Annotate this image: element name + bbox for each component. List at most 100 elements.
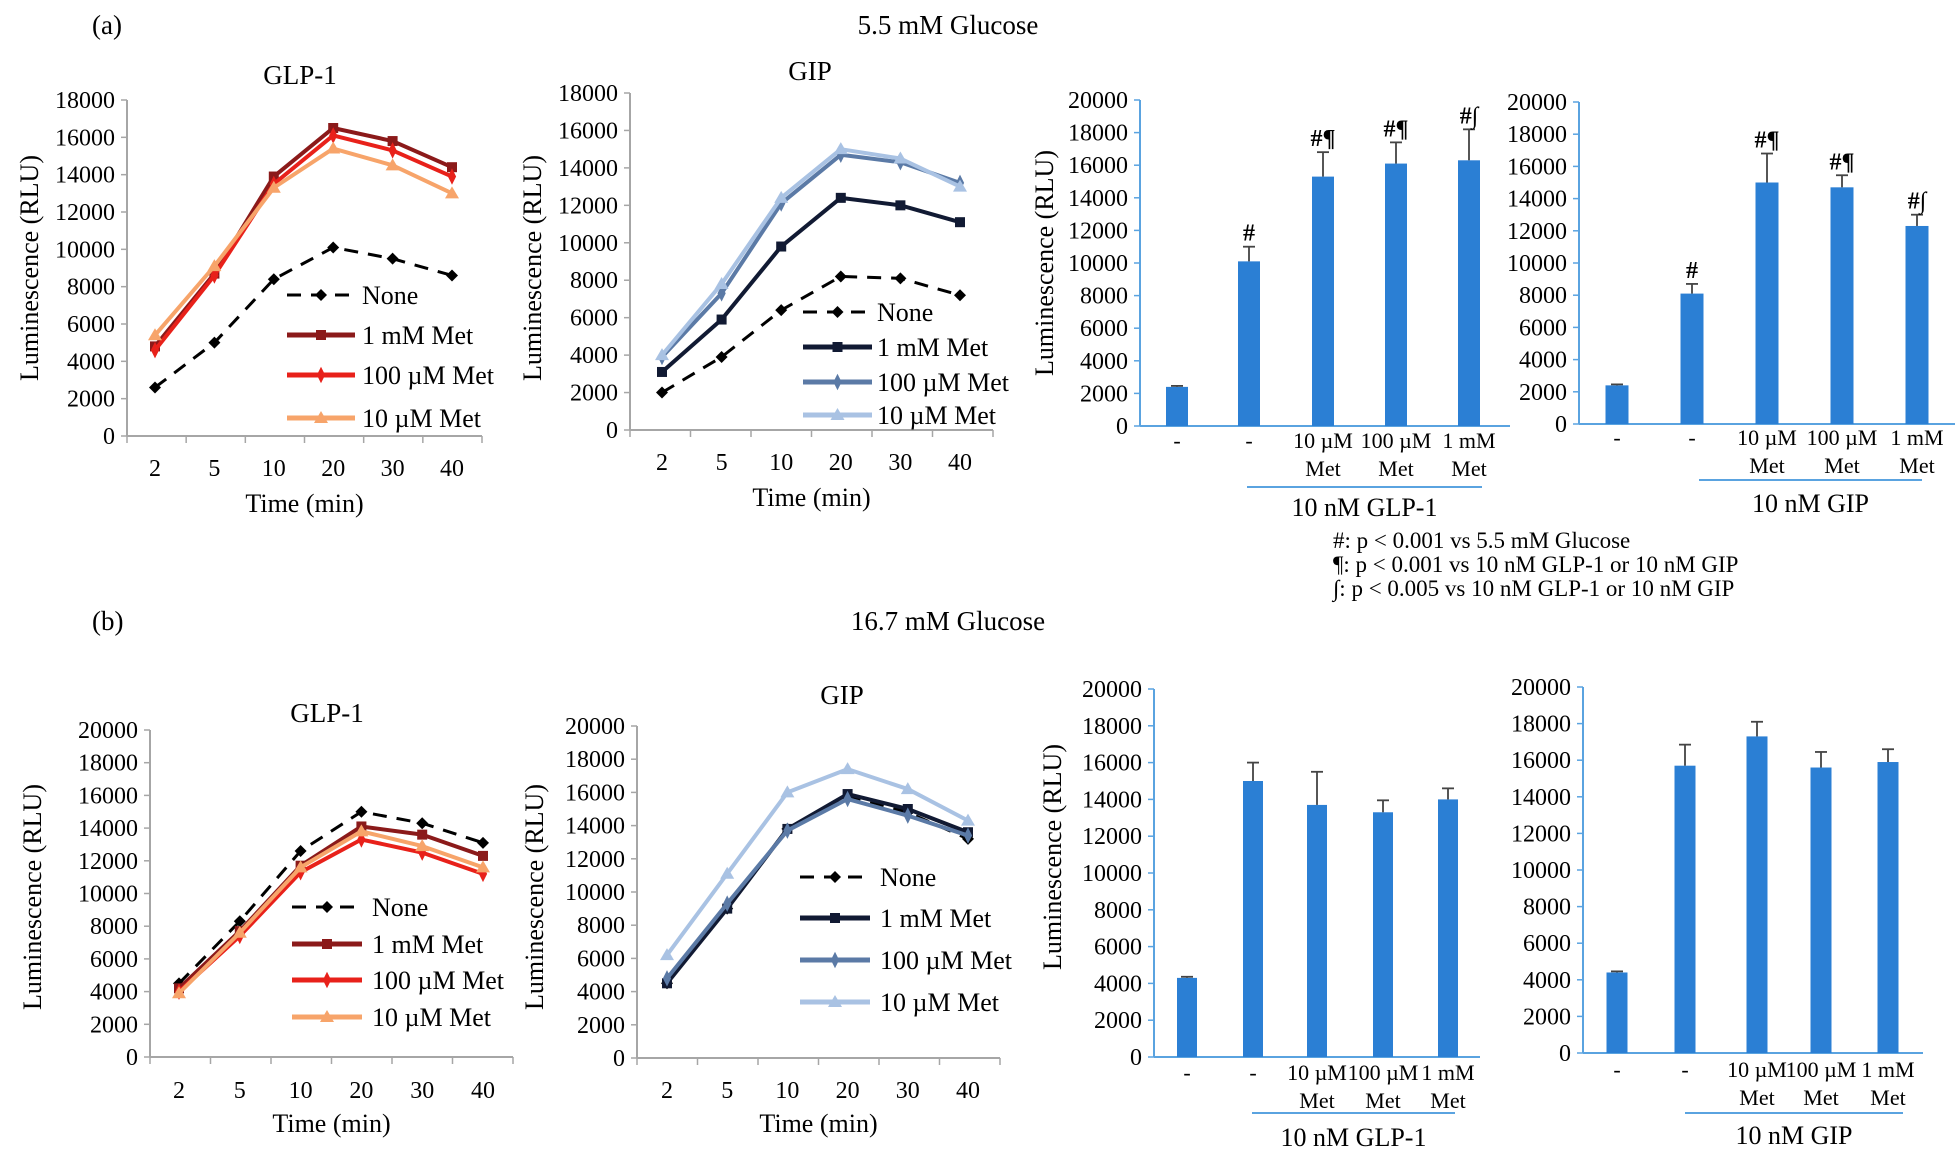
legend-label: 10 µM Met [877,401,997,430]
y-tick-label: 4000 [1523,968,1571,994]
x-category-label: Met [1824,453,1859,478]
legend-label: 10 µM Met [880,988,1000,1017]
y-tick-label: 16000 [78,783,138,809]
y-tick-label: 16000 [558,118,618,144]
data-point [149,381,161,394]
data-point [386,252,399,265]
y-axis-label: Luminescence (RLU) [1030,150,1059,376]
x-category-label: 10 µM [1287,1060,1347,1085]
y-tick-label: 2000 [1094,1008,1142,1034]
y-tick-label: 14000 [1507,187,1567,213]
y-tick-label: 2000 [90,1012,138,1038]
y-tick-label: 12000 [558,193,618,219]
y-tick-label: 0 [1130,1045,1142,1071]
data-point [388,142,397,159]
x-category-label: Met [1739,1085,1774,1110]
y-tick-label: 4000 [570,343,618,369]
data-point [233,915,246,928]
significance-marker: #¶ [1830,149,1855,175]
data-point [961,813,975,826]
y-tick-label: 8000 [1519,283,1567,309]
bar [1307,804,1327,1057]
y-axis-label: Luminescence (RLU) [520,784,549,1010]
data-point [715,350,728,363]
series-line-1 [660,195,961,374]
y-tick-label: 4000 [67,349,115,375]
legend-marker [316,330,326,340]
series-line-0 [661,274,961,394]
legend-marker [321,901,333,913]
panel-b-title: 16.7 mM Glucose [851,606,1045,636]
data-point [476,860,490,873]
y-tick-label: 6000 [570,306,618,332]
y-tick-label: 14000 [78,816,138,842]
group-label: 10 nM GIP [1752,489,1869,518]
series-line-0 [154,245,453,389]
x-axis-label: Time (min) [759,1109,877,1138]
bar [1312,176,1334,426]
data-point [329,127,338,144]
data-point [900,782,915,795]
x-tick-label: 5 [716,450,728,476]
y-tick-label: 12000 [1068,218,1128,244]
y-tick-label: 6000 [67,312,115,338]
y-tick-label: 8000 [577,913,625,939]
bar [1373,812,1393,1057]
y-tick-label: 4000 [1094,971,1142,997]
data-point [326,141,341,154]
y-tick-label: 2000 [1080,381,1128,407]
y-tick-label: 10000 [565,880,625,906]
x-tick-label: 5 [721,1078,733,1104]
x-category-label: - [1249,1060,1256,1085]
x-category-label: Met [1365,1088,1400,1113]
data-point [776,241,787,252]
y-tick-label: 0 [1559,1041,1571,1067]
data-point [477,836,489,849]
y-tick-label: 18000 [1511,712,1571,738]
y-tick-label: 10000 [78,882,138,908]
data-point [478,850,488,861]
series-line-2 [153,133,453,352]
x-tick-label: 2 [149,456,161,482]
data-point [354,824,369,837]
chart-title: GLP-1 [290,698,364,728]
y-tick-label: 18000 [1082,714,1142,740]
data-point [894,272,907,285]
y-tick-label: 2000 [1519,380,1567,406]
x-category-label: - [1613,425,1620,450]
x-category-label: - [1613,1057,1620,1082]
x-tick-label: 5 [208,456,220,482]
y-tick-label: 12000 [1511,821,1571,847]
data-point [416,817,429,830]
bar [1177,977,1197,1057]
chart-title: GIP [788,56,832,86]
bar [1243,781,1263,1057]
data-point [662,970,672,987]
series-line-3 [665,767,969,957]
legend-marker [322,939,332,949]
series-line-3 [177,829,484,995]
legend-marker [315,289,327,301]
significance-marker: # [1243,221,1255,247]
legend-marker [831,306,844,318]
y-tick-label: 8000 [1523,895,1571,921]
group-label: 10 nM GIP [1735,1121,1852,1150]
x-category-label: 1 mM [1421,1060,1474,1085]
y-tick-label: 14000 [1511,785,1571,811]
x-category-label: Met [1299,1088,1334,1113]
bar [1385,163,1407,426]
legend-label: 100 µM Met [362,361,495,390]
y-tick-label: 0 [103,424,115,450]
bar [1755,182,1779,424]
data-point [835,192,846,203]
x-tick-label: 10 [769,450,793,476]
data-point [895,200,906,211]
y-tick-label: 0 [126,1045,138,1071]
x-category-label: 100 µM [1807,425,1878,450]
x-tick-label: 20 [829,450,853,476]
legend-label: 10 µM Met [372,1003,492,1032]
panel-a-label: (a) [92,10,122,40]
footnote-pilcrow: ¶: p < 0.001 vs 10 nM GLP-1 or 10 nM GIP [1333,552,1738,577]
x-axis-label: Time (min) [245,489,363,518]
